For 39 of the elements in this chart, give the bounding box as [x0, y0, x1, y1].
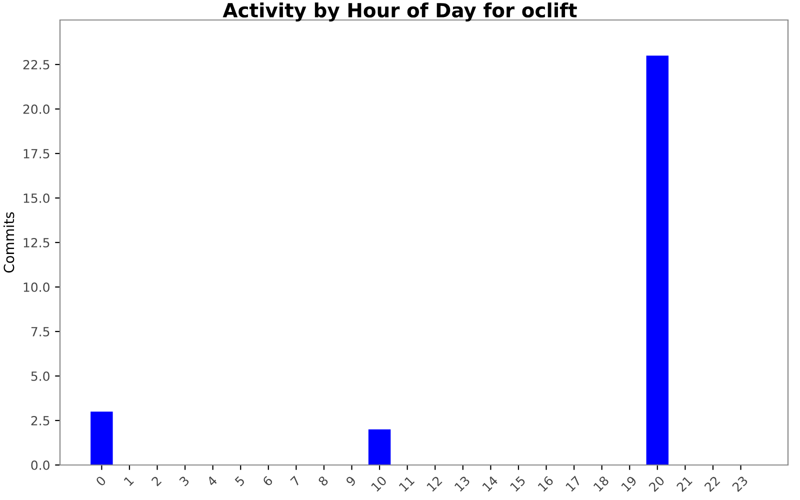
chart-title: Activity by Hour of Day for oclift [222, 2, 577, 22]
x-tick-label: 11 [398, 476, 415, 492]
x-tick-label: 23 [732, 476, 748, 492]
bar [368, 429, 391, 465]
x-tick-label: 2 [150, 476, 162, 486]
bar [646, 56, 669, 465]
y-tick-label: 20.0 [23, 104, 50, 114]
x-tick-label: 17 [565, 476, 582, 492]
x-tick-label: 4 [206, 475, 218, 487]
x-tick-label: 15 [510, 476, 526, 492]
y-tick-label: 2.5 [31, 416, 50, 426]
x-tick-label: 8 [318, 475, 329, 487]
x-tick-label: 22 [704, 476, 720, 492]
x-tick-label: 7 [290, 476, 301, 486]
x-tick-label: 13 [454, 476, 470, 492]
bar [90, 412, 113, 465]
x-tick-label: 14 [482, 475, 498, 492]
x-tick-label: 6 [262, 475, 274, 487]
y-tick-label: 17.5 [24, 149, 50, 158]
y-tick-label: 5.0 [31, 371, 50, 381]
x-tick-label: 1 [124, 476, 134, 486]
y-tick-label: 12.5 [24, 238, 50, 248]
y-tick-label: 22.5 [23, 60, 50, 70]
y-tick-label: 0.0 [31, 460, 50, 470]
x-tick-label: 12 [426, 476, 442, 492]
x-tick-label: 20 [648, 475, 666, 492]
x-tick-label: 18 [593, 475, 610, 492]
x-tick-label: 10 [370, 475, 388, 492]
y-axis-title: Commits [3, 212, 14, 273]
y-tick-label: 7.5 [31, 327, 50, 336]
x-tick-label: 3 [178, 476, 190, 487]
x-tick-label: 16 [537, 475, 554, 492]
x-tick-label: 19 [620, 476, 638, 492]
x-tick-label: 0 [95, 475, 106, 487]
y-tick-label: 15.0 [24, 193, 50, 203]
x-tick-label: 21 [676, 476, 692, 492]
x-tick-label: 9 [345, 476, 357, 487]
x-tick-label: 5 [234, 476, 246, 487]
y-tick-label: 10.0 [24, 282, 50, 292]
